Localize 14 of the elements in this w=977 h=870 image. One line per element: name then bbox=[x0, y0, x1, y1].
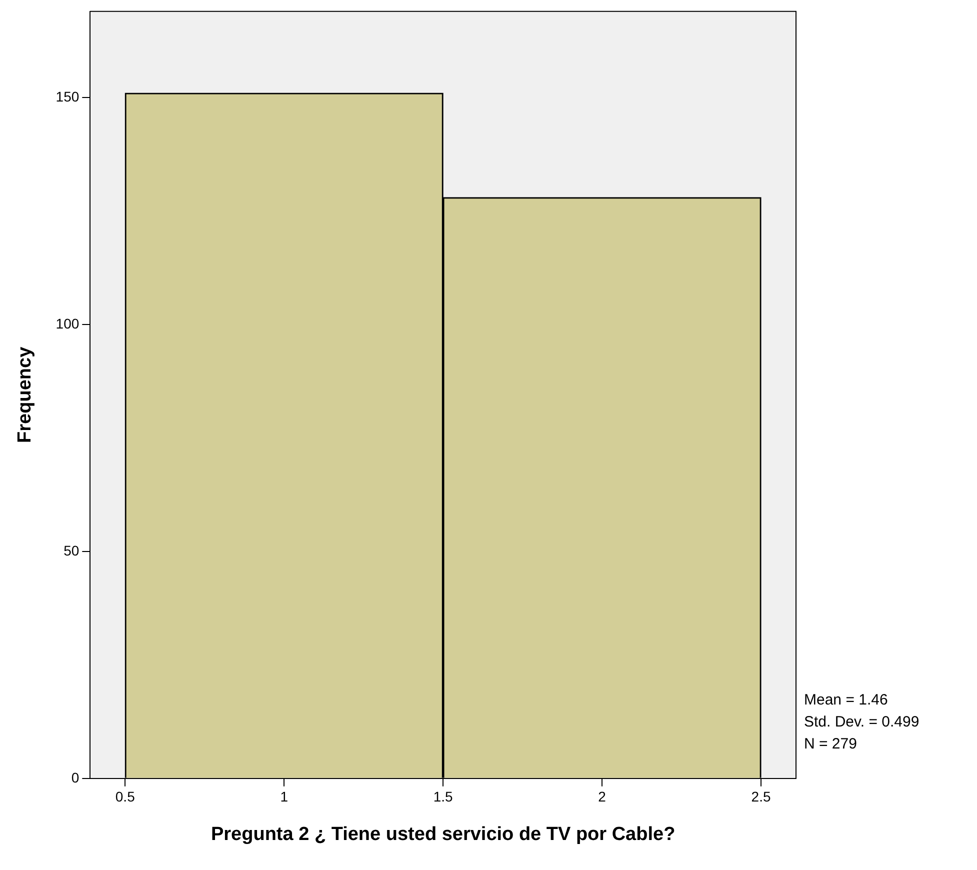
text: Std. Dev. = 0.499 bbox=[804, 714, 920, 731]
x-axis-title: Pregunta 2 ¿ Tiene usted servicio de TV por Cable? bbox=[210, 824, 676, 845]
y-tick-label: 100 bbox=[56, 315, 80, 332]
text: N = 279 bbox=[804, 736, 857, 753]
x-tick-label: 2.5 bbox=[751, 788, 771, 805]
y-tick-label: 50 bbox=[64, 542, 80, 558]
y-axis-title: Frequency bbox=[14, 346, 36, 443]
x-tick-label: 1 bbox=[280, 788, 288, 805]
x-tick-label: 0.5 bbox=[115, 788, 136, 805]
y-tick-label: 0 bbox=[71, 769, 80, 786]
x-tick-label: 2 bbox=[598, 788, 606, 805]
x-tick-label: 1.5 bbox=[433, 788, 454, 805]
y-tick-label: 150 bbox=[56, 88, 80, 104]
text: Mean = 1.46 bbox=[804, 692, 888, 709]
